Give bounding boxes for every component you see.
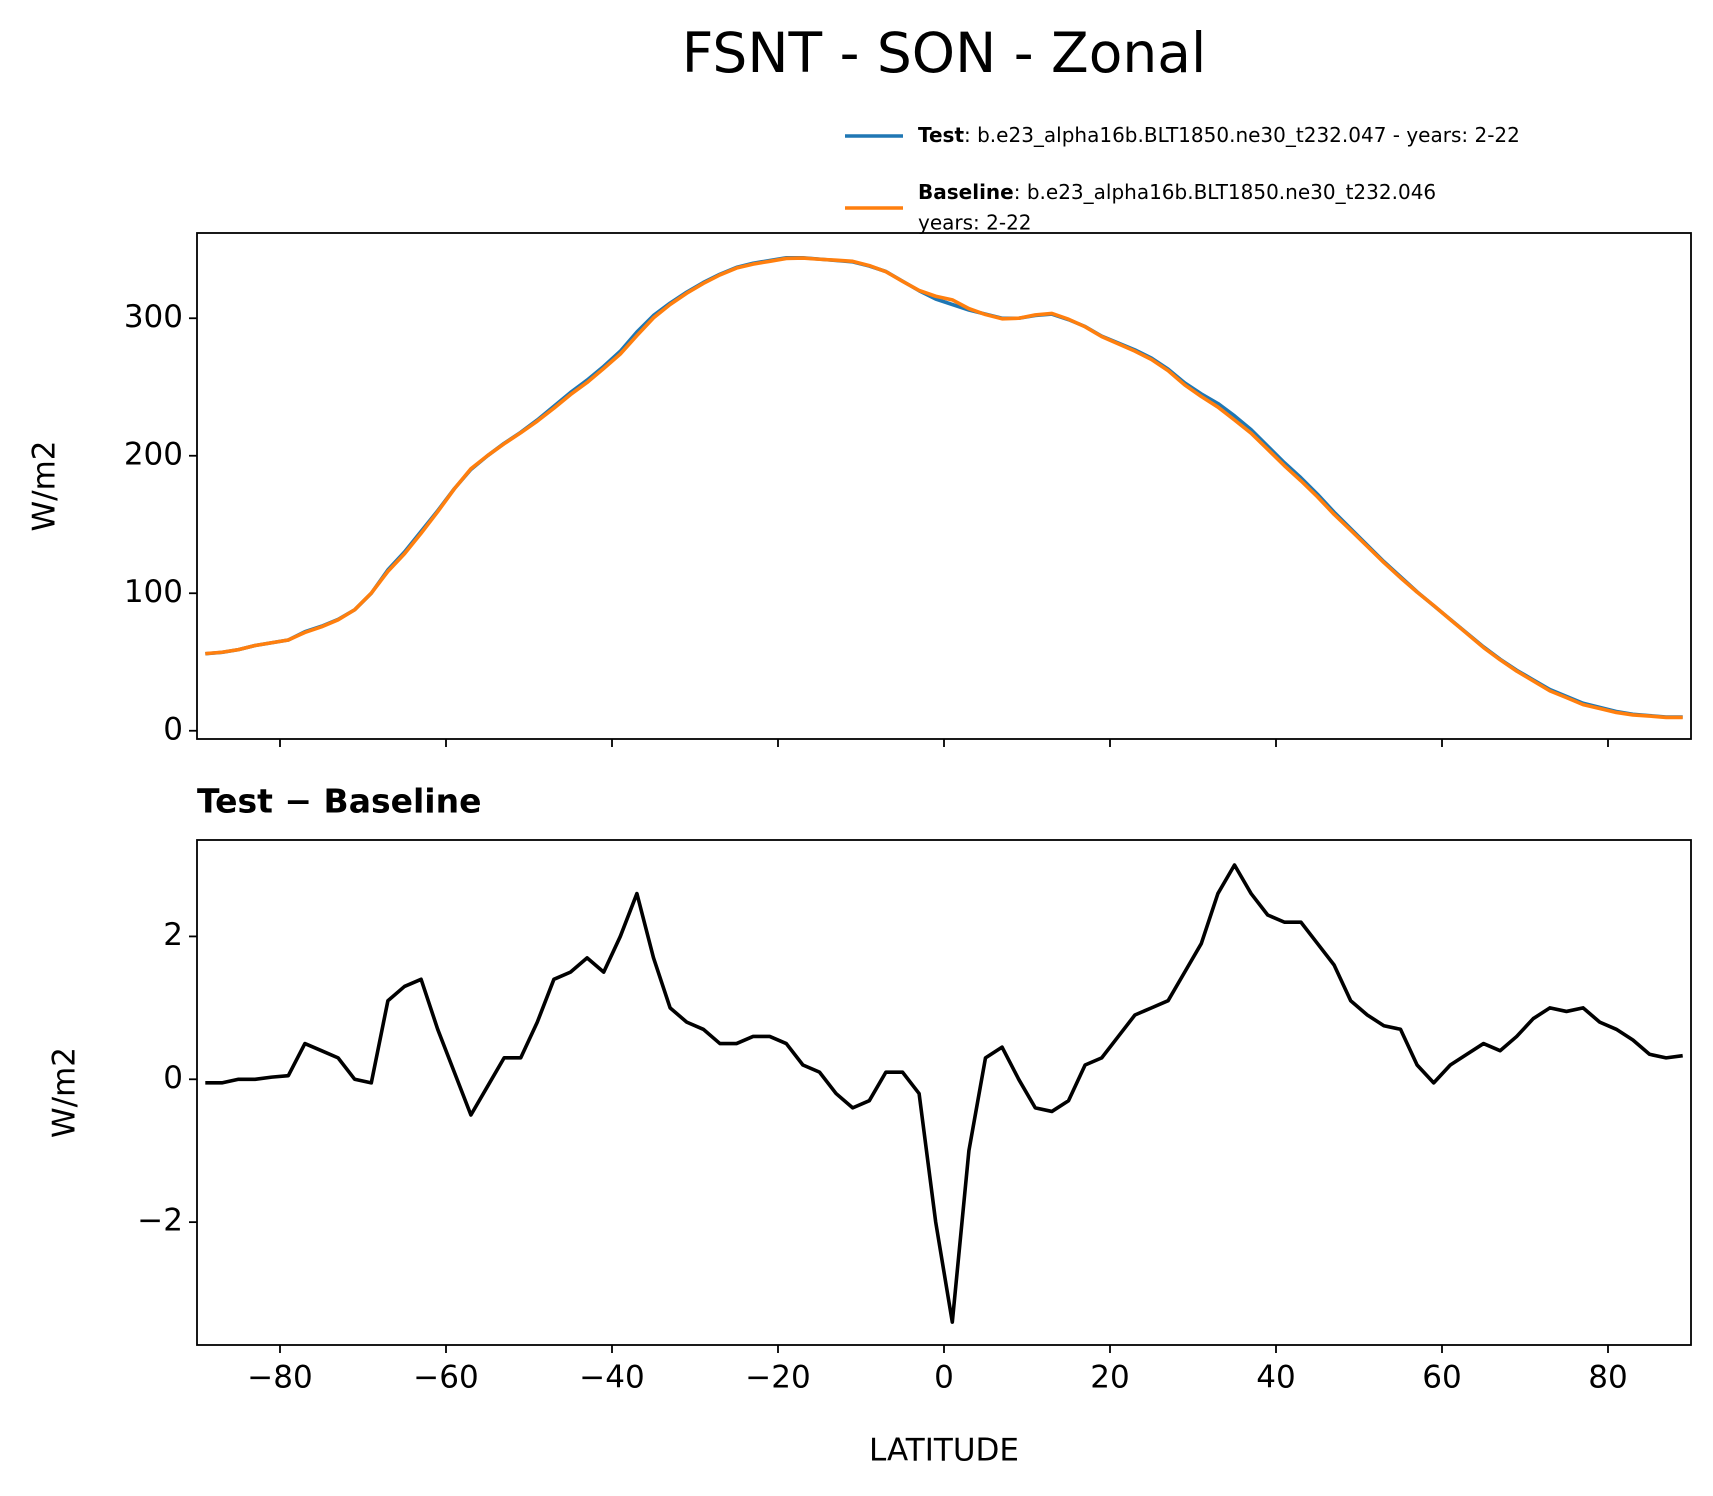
y-tick-label: −2 [137, 1203, 183, 1239]
y-axis-label: W/m2 [47, 1047, 83, 1138]
figure-title: FSNT - SON - Zonal [682, 21, 1206, 85]
x-tick-label: 20 [1090, 1360, 1129, 1396]
legend-description: years: 2-22 [918, 211, 1032, 235]
x-tick-label: −80 [247, 1360, 312, 1396]
legend-entry: Test: b.e23_alpha16b.BLT1850.ne30_t232.0… [918, 123, 1520, 147]
y-tick-label: 100 [124, 574, 183, 610]
y-tick-label: 200 [124, 436, 183, 472]
x-tick-label: 0 [934, 1360, 954, 1396]
y-tick-label: 0 [163, 1060, 183, 1096]
y-tick-label: 0 [163, 711, 183, 747]
legend-name: Test [918, 123, 964, 147]
y-axis-label: W/m2 [27, 440, 63, 531]
legend-entry: Baseline: b.e23_alpha16b.BLT1850.ne30_t2… [918, 180, 1436, 204]
x-tick-label: 80 [1588, 1360, 1627, 1396]
axes-title: Test − Baseline [197, 782, 482, 821]
y-tick-label: 2 [163, 917, 183, 953]
legend-description: : b.e23_alpha16b.BLT1850.ne30_t232.047 -… [964, 123, 1520, 147]
series-line [205, 256, 1683, 720]
legend-name: Baseline [918, 180, 1014, 204]
series-line [205, 863, 1683, 1324]
x-tick-label: 40 [1256, 1360, 1295, 1396]
plot-area [205, 255, 1683, 720]
x-tick-label: −40 [579, 1360, 644, 1396]
legend-description: : b.e23_alpha16b.BLT1850.ne30_t232.046 [1014, 180, 1436, 204]
x-tick-label: −60 [413, 1360, 478, 1396]
y-tick-label: 300 [124, 299, 183, 335]
plot-area [205, 863, 1683, 1324]
x-tick-label: −20 [745, 1360, 810, 1396]
x-axis-label: LATITUDE [869, 1433, 1019, 1469]
x-tick-label: 60 [1422, 1360, 1461, 1396]
